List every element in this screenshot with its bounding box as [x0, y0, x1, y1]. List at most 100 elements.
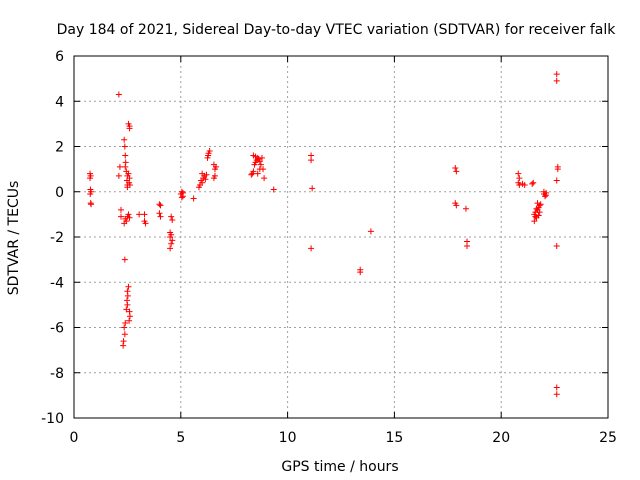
data-point — [117, 206, 124, 213]
data-point — [115, 172, 122, 179]
data-point — [141, 211, 148, 218]
y-tick-label: 2 — [55, 140, 64, 156]
data-point — [126, 317, 133, 324]
data-point — [250, 168, 257, 175]
y-axis-label: SDTVAR / TECUs — [6, 181, 22, 296]
data-point — [203, 171, 210, 178]
data-point — [88, 201, 95, 208]
data-point — [123, 306, 130, 313]
x-tick-label: 15 — [385, 430, 403, 446]
data-point — [553, 177, 560, 184]
y-tick-label: 4 — [55, 94, 64, 110]
data-point — [157, 213, 164, 220]
data-point — [117, 213, 124, 220]
data-point — [87, 175, 94, 182]
data-point — [308, 245, 315, 252]
data-point — [121, 143, 128, 150]
data-point — [124, 301, 131, 308]
data-point — [308, 157, 315, 164]
data-point — [125, 170, 132, 177]
data-point — [120, 342, 127, 349]
data-point — [211, 172, 218, 179]
data-point — [142, 220, 149, 227]
y-tick-label: -6 — [50, 321, 64, 337]
data-point — [116, 163, 123, 170]
data-point — [530, 179, 537, 186]
data-point — [115, 91, 122, 98]
data-point — [125, 211, 132, 218]
y-tick-label: -8 — [50, 366, 64, 382]
x-tick-label: 20 — [492, 430, 510, 446]
data-point — [553, 384, 560, 391]
data-point — [535, 212, 542, 219]
data-point — [199, 179, 206, 186]
y-tick-label: 0 — [55, 185, 64, 201]
data-point — [190, 195, 197, 202]
data-points — [87, 71, 561, 398]
data-point — [248, 171, 255, 178]
data-point — [553, 71, 560, 78]
data-point — [156, 201, 163, 208]
data-point — [121, 136, 128, 143]
data-point — [453, 168, 460, 175]
data-point — [553, 77, 560, 84]
y-tick-label: -2 — [50, 230, 64, 246]
y-tick-label: -10 — [41, 411, 64, 427]
data-point — [206, 148, 213, 155]
data-point — [136, 211, 143, 218]
data-point — [169, 237, 176, 244]
data-point — [157, 202, 164, 209]
data-point — [122, 163, 129, 170]
data-point — [121, 331, 128, 338]
data-point — [515, 170, 522, 177]
data-point — [125, 283, 132, 290]
data-point — [553, 243, 560, 250]
data-point — [529, 180, 536, 187]
data-point — [156, 210, 163, 217]
data-point — [168, 213, 175, 220]
data-point — [541, 193, 548, 200]
axis-ticks: 0 5 10 15 20 25 -10 -8 -6 -4 -2 0 2 4 6 — [41, 49, 617, 446]
data-point — [453, 202, 460, 209]
data-point — [126, 125, 133, 132]
data-point — [121, 220, 128, 227]
data-point — [121, 324, 128, 331]
x-tick-label: 5 — [176, 430, 185, 446]
data-point — [199, 170, 206, 177]
data-point — [553, 391, 560, 398]
data-point — [122, 152, 129, 159]
x-axis-label: GPS time / hours — [281, 459, 398, 475]
data-point — [122, 319, 129, 326]
chart-title: Day 184 of 2021, Sidereal Day-to-day VTE… — [57, 22, 617, 38]
x-tick-label: 10 — [279, 430, 297, 446]
data-point — [258, 154, 265, 161]
data-point — [543, 189, 550, 196]
x-tick-label: 25 — [599, 430, 617, 446]
data-point — [534, 200, 541, 207]
x-tick-label: 0 — [70, 430, 79, 446]
data-point — [254, 170, 261, 177]
data-point — [121, 256, 128, 263]
y-tick-label: -4 — [50, 275, 64, 291]
data-point — [516, 175, 523, 182]
data-point — [531, 218, 538, 225]
data-point — [537, 201, 544, 208]
grid — [74, 56, 608, 418]
data-point — [167, 234, 174, 240]
data-point — [357, 269, 364, 276]
data-point — [168, 240, 175, 247]
data-point — [126, 313, 133, 320]
data-point — [210, 161, 217, 168]
data-point — [452, 164, 459, 171]
data-point — [554, 163, 561, 170]
data-point — [169, 217, 176, 224]
data-point — [536, 209, 543, 216]
data-point — [124, 184, 131, 191]
data-point — [256, 158, 263, 165]
data-point — [309, 185, 316, 192]
data-point — [516, 181, 523, 188]
data-point — [257, 161, 264, 168]
data-point — [533, 205, 540, 212]
data-point — [205, 152, 212, 159]
